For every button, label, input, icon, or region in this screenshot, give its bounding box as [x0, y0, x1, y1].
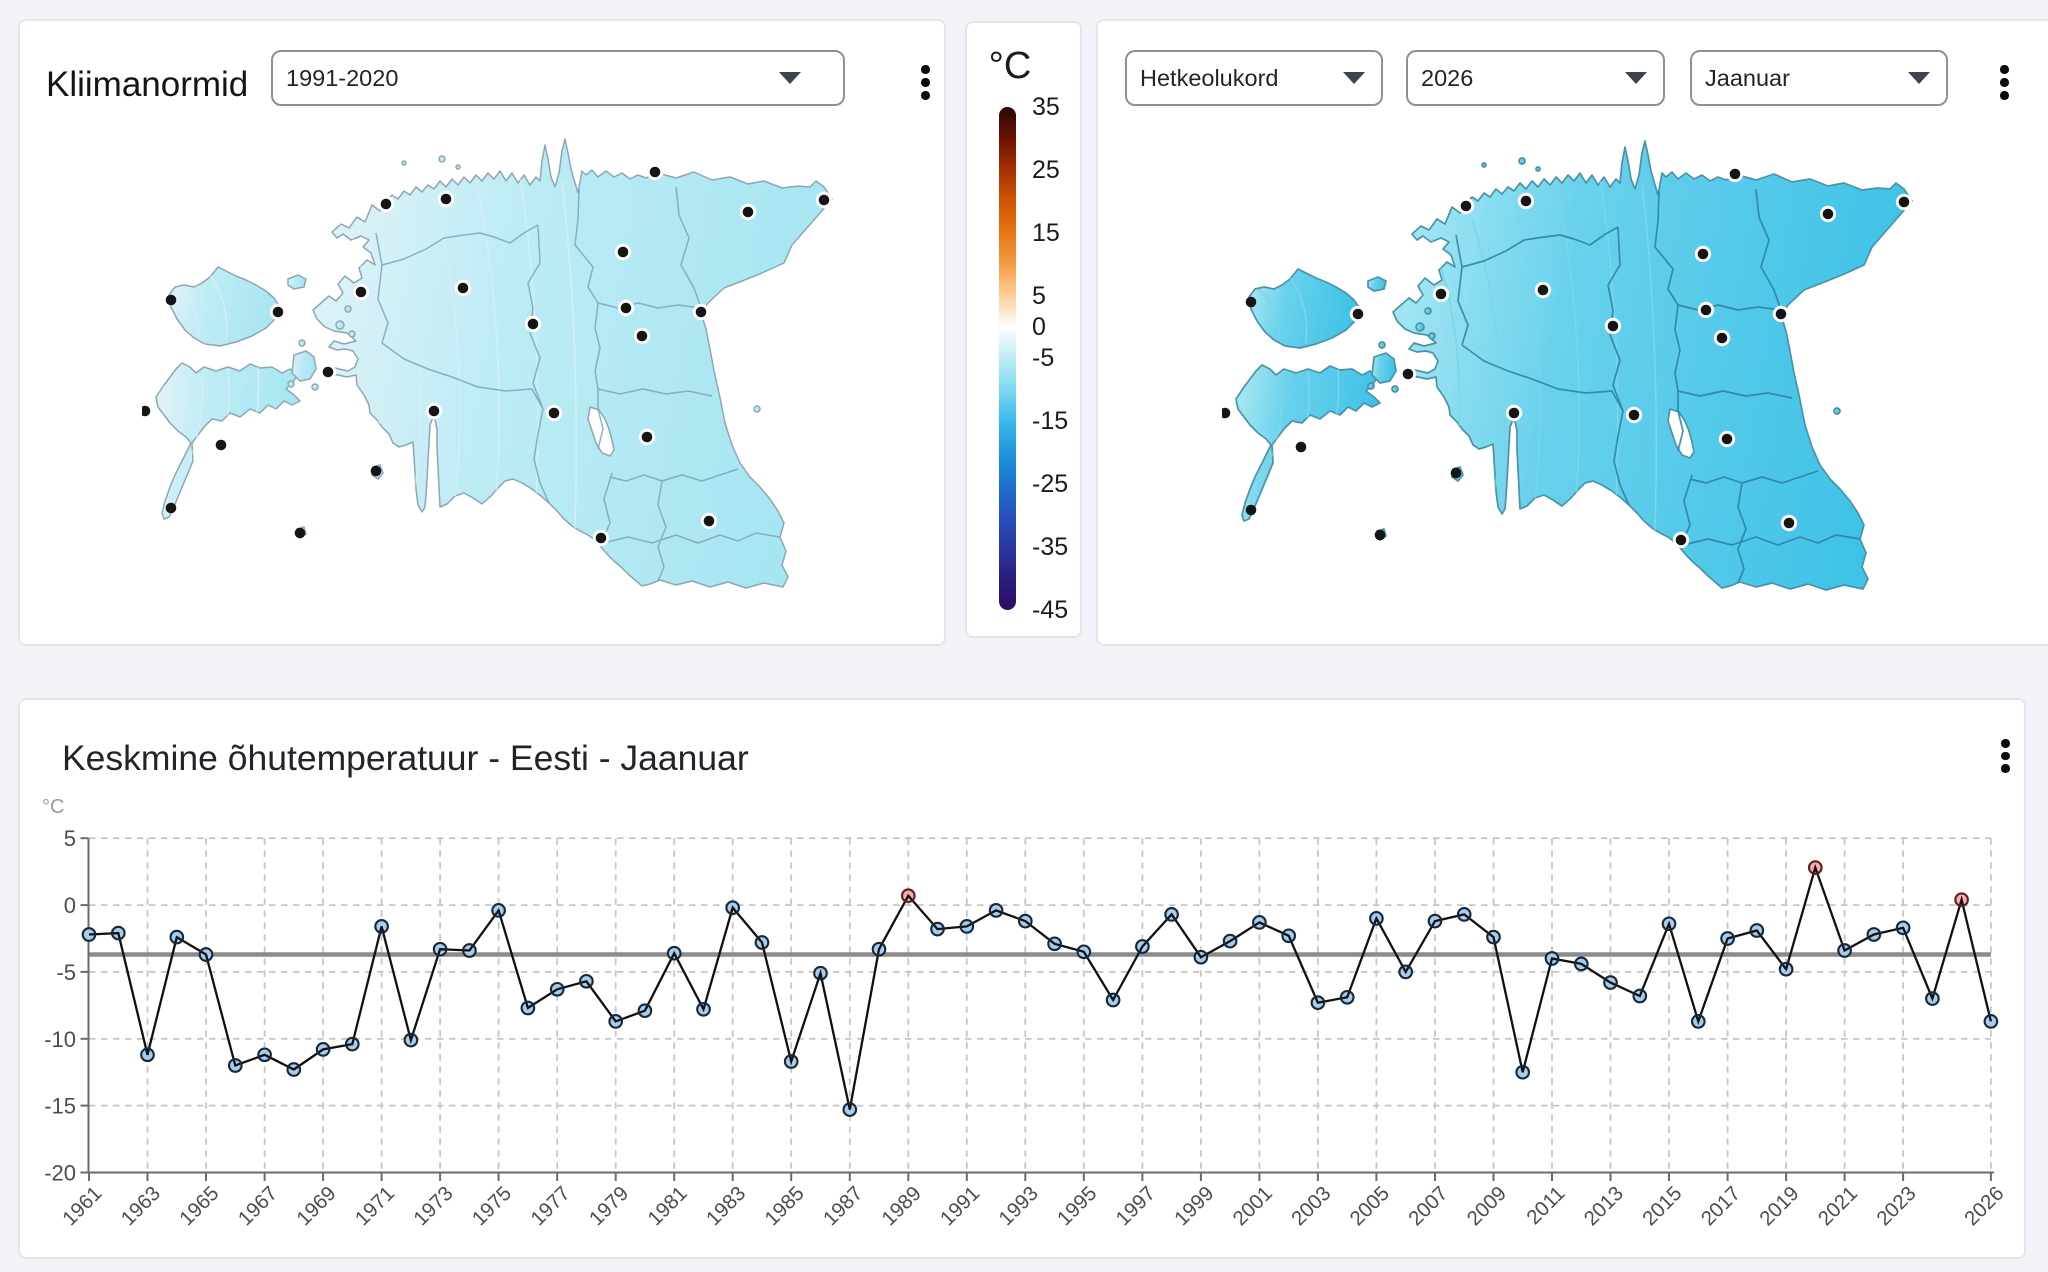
svg-text:1981: 1981 [643, 1182, 692, 1231]
svg-text:1993: 1993 [994, 1182, 1043, 1231]
svg-text:1991: 1991 [936, 1182, 985, 1231]
svg-text:1995: 1995 [1053, 1182, 1102, 1231]
svg-text:1985: 1985 [760, 1182, 809, 1231]
svg-text:-10: -10 [44, 1027, 76, 1052]
svg-text:1963: 1963 [117, 1182, 166, 1231]
svg-text:1983: 1983 [702, 1182, 751, 1231]
svg-text:2026: 2026 [1960, 1182, 2009, 1231]
svg-text:1987: 1987 [819, 1182, 868, 1231]
svg-text:1975: 1975 [468, 1182, 517, 1231]
svg-text:-20: -20 [44, 1161, 76, 1186]
svg-text:2017: 2017 [1697, 1182, 1746, 1231]
svg-text:1997: 1997 [1111, 1182, 1160, 1231]
svg-text:2007: 2007 [1404, 1182, 1453, 1231]
svg-text:2013: 2013 [1580, 1182, 1629, 1231]
svg-text:0: 0 [64, 893, 76, 918]
svg-text:1989: 1989 [877, 1182, 926, 1231]
svg-text:2021: 2021 [1814, 1182, 1863, 1231]
svg-text:1977: 1977 [526, 1182, 575, 1231]
svg-text:2001: 2001 [1228, 1182, 1277, 1231]
svg-text:1979: 1979 [585, 1182, 634, 1231]
svg-text:2023: 2023 [1872, 1182, 1921, 1231]
svg-text:2003: 2003 [1287, 1182, 1336, 1231]
svg-text:1999: 1999 [1170, 1182, 1219, 1231]
svg-text:1973: 1973 [409, 1182, 458, 1231]
svg-text:1971: 1971 [351, 1182, 400, 1231]
svg-text:1961: 1961 [58, 1182, 107, 1231]
svg-text:5: 5 [64, 826, 76, 851]
svg-text:2015: 2015 [1638, 1182, 1687, 1231]
svg-text:1965: 1965 [175, 1182, 224, 1231]
svg-text:2009: 2009 [1463, 1182, 1512, 1231]
svg-text:2011: 2011 [1522, 1182, 1569, 1229]
svg-text:2019: 2019 [1755, 1182, 1804, 1231]
svg-text:-15: -15 [44, 1094, 76, 1119]
svg-text:1967: 1967 [234, 1182, 283, 1231]
svg-text:2005: 2005 [1345, 1182, 1394, 1231]
svg-text:1969: 1969 [292, 1182, 341, 1231]
svg-text:-5: -5 [56, 960, 76, 985]
